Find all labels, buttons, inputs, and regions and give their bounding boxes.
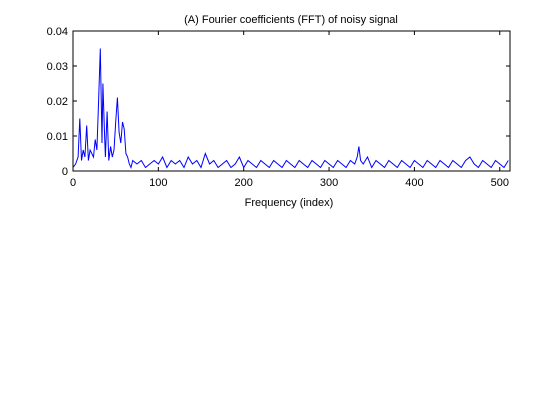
y-tick-label: 0 — [62, 166, 68, 178]
x-tick-label: 400 — [405, 177, 423, 189]
x-tick-label: 500 — [491, 177, 509, 189]
y-tick-label: 0.04 — [47, 26, 68, 38]
x-tick-label: 0 — [70, 177, 76, 189]
y-tick-label: 0.02 — [47, 96, 68, 108]
chart-title: (A) Fourier coefficients (FFT) of noisy … — [184, 14, 398, 26]
ticks: 0 100 200 300 400 500 0 0.01 0.02 0.03 0.04 — [47, 26, 510, 189]
y-tick-label: 0.01 — [47, 131, 68, 143]
plot-area — [73, 31, 510, 171]
x-tick-label: 200 — [235, 177, 253, 189]
x-tick-label: 100 — [149, 177, 167, 189]
y-tick-label: 0.03 — [47, 61, 68, 73]
x-axis-label: Frequency (index) — [245, 197, 334, 209]
x-tick-label: 300 — [320, 177, 338, 189]
fft-series-line — [72, 48, 509, 169]
